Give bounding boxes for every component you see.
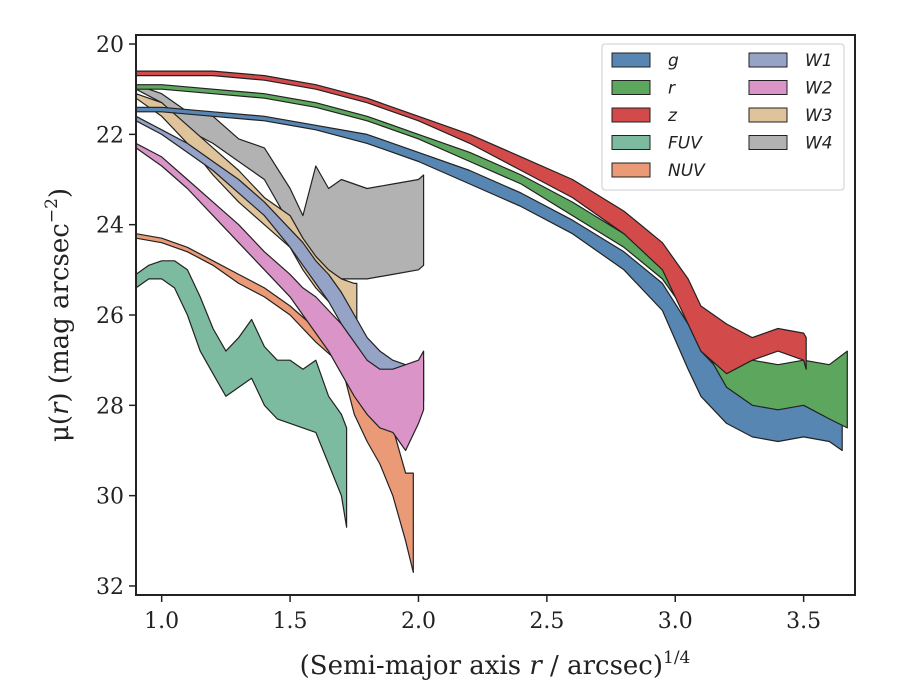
legend-label-nuv: NUV	[668, 161, 706, 181]
y-axis-title-post: ) (mag arcsec	[45, 223, 75, 402]
profile-bands	[136, 70, 848, 573]
y-axis-title-sup: −2	[42, 198, 62, 223]
y-axis-title-var: r	[45, 401, 75, 415]
legend-swatch-w3	[748, 107, 788, 123]
legend-swatch-z	[611, 107, 651, 123]
x-tick-label: 1.0	[144, 609, 179, 634]
legend-label-fuv: FUV	[668, 134, 703, 154]
x-tick-label: 1.5	[273, 609, 308, 634]
x-axis-title-sup: 1/4	[663, 648, 690, 668]
legend-label-g: g	[668, 51, 679, 71]
legend-label-w1: W1	[805, 51, 833, 71]
band-fuv	[136, 260, 348, 528]
x-axis: 1.0 1.5 2.0 2.5 3.0 3.5	[144, 595, 821, 634]
x-tick-label: 3.0	[658, 609, 693, 634]
legend-label-w2: W2	[805, 79, 833, 99]
x-tick-label: 3.5	[786, 609, 821, 634]
legend-label-z: z	[667, 106, 678, 126]
y-axis-title-close: )	[45, 188, 75, 198]
legend-swatch-r	[611, 80, 651, 95]
x-tick-label: 2.0	[401, 609, 436, 634]
y-tick-label: 26	[96, 304, 124, 329]
y-tick-label: 22	[96, 123, 124, 148]
y-axis: 20 22 24 26 28 30 32	[96, 33, 136, 600]
band-w4	[136, 84, 425, 293]
x-tick-label: 2.5	[529, 609, 564, 634]
band-w2	[136, 142, 425, 452]
y-axis-title: μ(r) (mag arcsec−2)	[42, 188, 75, 442]
band-g	[136, 106, 843, 452]
legend-label-r: r	[668, 79, 676, 99]
legend-swatch-w2	[748, 80, 788, 95]
y-tick-label: 28	[96, 394, 124, 419]
legend-label-w3: W3	[805, 106, 833, 126]
x-axis-title-var: r	[529, 651, 543, 681]
legend-label-w4: W4	[805, 134, 833, 154]
y-axis-title-mu: μ(	[45, 415, 75, 442]
y-tick-label: 32	[96, 575, 124, 600]
band-nuv	[136, 233, 414, 573]
legend-swatch-nuv	[611, 162, 651, 178]
x-axis-title: (Semi-major axis r / arcsec)1/4	[300, 648, 691, 681]
y-tick-label: 24	[96, 214, 124, 239]
legend-swatch-g	[611, 52, 651, 68]
x-axis-title-post: / arcsec)	[542, 651, 663, 681]
y-tick-label: 30	[96, 485, 124, 510]
x-axis-title-pre: (Semi-major axis	[300, 651, 530, 681]
y-tick-label: 20	[96, 33, 124, 58]
band-r	[136, 84, 848, 429]
band-z	[136, 70, 807, 375]
legend-swatch-w4	[748, 135, 788, 150]
legend-swatch-w1	[748, 52, 788, 68]
legend-swatch-fuv	[611, 135, 651, 150]
legend: grz FUV NUV W1 W2 W3 W4	[601, 43, 845, 191]
